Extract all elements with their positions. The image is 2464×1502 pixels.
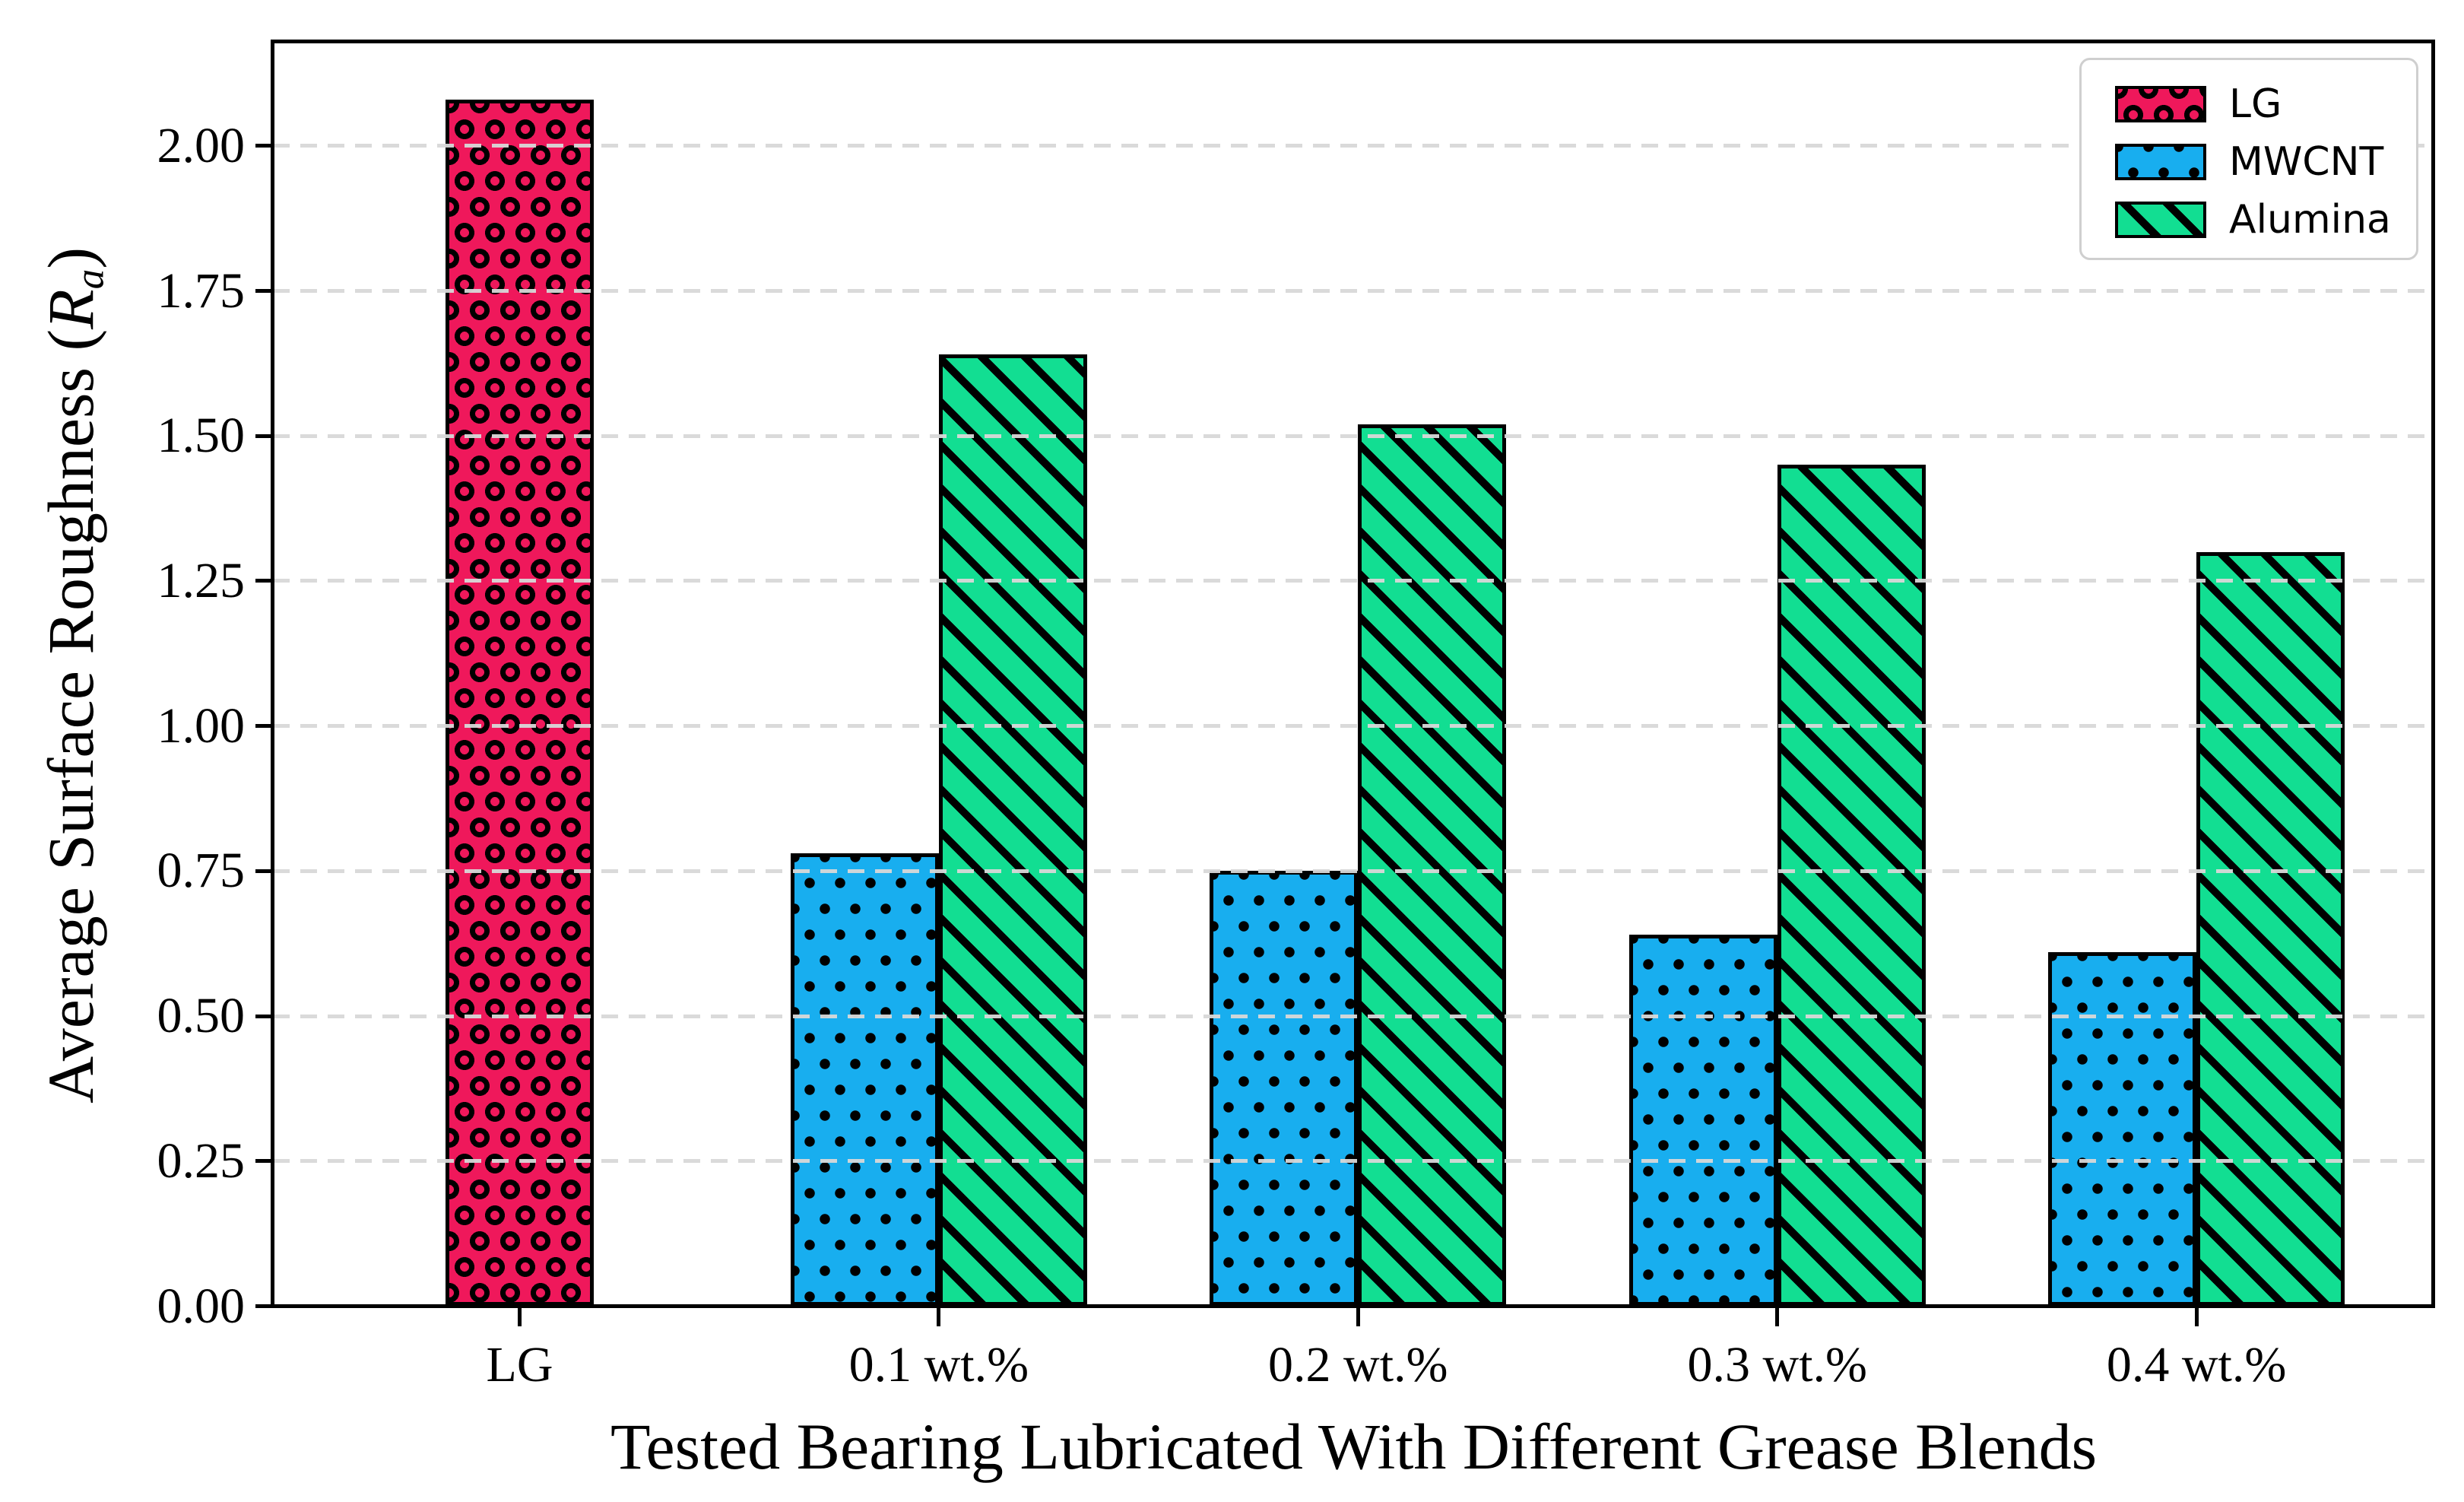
y-tick-mark (255, 289, 273, 294)
y-tick-label: 1.75 (157, 262, 246, 319)
x-tick-mark (1356, 1307, 1360, 1326)
x-axis-label: Tested Bearing Lubricated With Different… (610, 1410, 2098, 1483)
y-tick-label: 1.25 (157, 552, 246, 608)
x-tick-mark (2194, 1307, 2199, 1326)
bar-alumina-0.2wt.% (1358, 424, 1507, 1307)
legend-label: Alumina (2229, 197, 2391, 243)
y-tick-label: 0.25 (157, 1132, 246, 1189)
x-tick-label: 0.1 wt.% (848, 1337, 1029, 1392)
y-tick-mark (255, 1159, 273, 1164)
y-tick-mark (255, 868, 273, 873)
legend-item-mwcnt: MWCNT (2115, 133, 2416, 191)
bar-alumina-0.3wt.% (1777, 465, 1926, 1307)
y-tick-label: 1.50 (157, 408, 246, 464)
y-gridline (272, 433, 2434, 438)
x-tick-label: LG (486, 1337, 553, 1392)
bar-mwcnt-0.1wt.% (790, 853, 939, 1307)
legend-swatch-circles-icon (2115, 86, 2206, 122)
x-tick-mark (1775, 1307, 1780, 1326)
x-tick-label: 0.4 wt.% (2106, 1337, 2287, 1392)
y-tick-mark (255, 579, 273, 583)
legend-item-alumina: Alumina (2115, 191, 2416, 249)
bar-mwcnt-0.2wt.% (1210, 871, 1359, 1307)
bar-mwcnt-0.3wt.% (1628, 935, 1777, 1307)
legend-label: LG (2229, 81, 2282, 127)
bar-mwcnt-0.4wt.% (2048, 952, 2197, 1307)
y-tick-label: 0.00 (157, 1278, 246, 1334)
y-tick-mark (255, 144, 273, 148)
y-tick-mark (255, 1304, 273, 1308)
y-gridline (272, 579, 2434, 583)
x-tick-label: 0.2 wt.% (1268, 1337, 1448, 1392)
y-tick-label: 0.75 (157, 843, 246, 899)
bar-alumina-0.1wt.% (938, 354, 1087, 1307)
y-tick-mark (255, 724, 273, 729)
y-tick-label: 1.00 (157, 697, 246, 754)
legend-swatch-diagonal-icon (2115, 202, 2206, 238)
x-tick-mark (518, 1307, 522, 1326)
bar-alumina-0.4wt.% (2196, 551, 2345, 1307)
y-tick-mark (255, 433, 273, 438)
x-tick-mark (937, 1307, 941, 1326)
legend: LG MWCNT Alumina (2079, 58, 2418, 260)
y-tick-label: 2.00 (157, 117, 246, 173)
y-tick-mark (255, 1014, 273, 1018)
bar-lg-LG (446, 99, 594, 1307)
y-tick-label: 0.50 (157, 988, 246, 1044)
legend-label: MWCNT (2229, 139, 2384, 185)
legend-item-lg: LG (2115, 75, 2416, 133)
legend-swatch-dots-icon (2115, 144, 2206, 180)
y-gridline (272, 289, 2434, 294)
y-gridline (272, 724, 2434, 729)
y-axis-label: Average Surface Roughness (Ra) (29, 43, 113, 1307)
x-tick-label: 0.3 wt.% (1687, 1337, 1867, 1392)
